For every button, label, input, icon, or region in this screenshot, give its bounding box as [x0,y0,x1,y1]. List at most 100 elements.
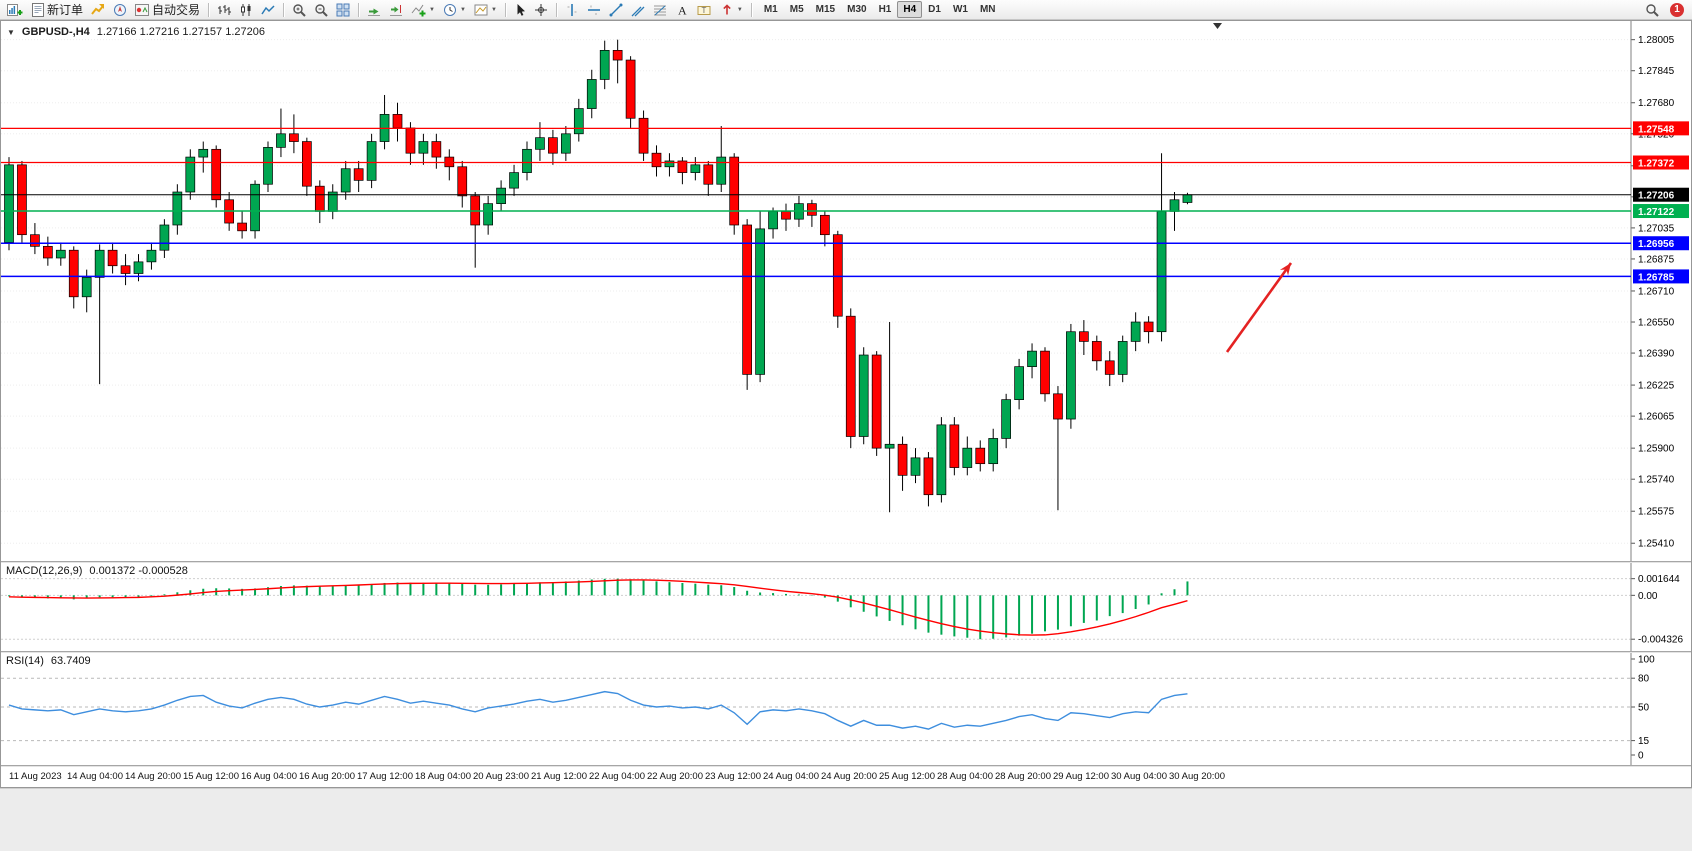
arrows-icon [720,3,734,17]
arrow-annotation[interactable] [1225,260,1295,353]
fibonacci-button[interactable] [649,1,671,19]
price-axis-label: 1.26390 [1638,349,1675,360]
text-label-icon: T [697,3,712,17]
timeframe-d1-button[interactable]: D1 [922,1,947,18]
tile-windows-icon [336,3,350,17]
periods-button[interactable]: ▼ [439,1,470,19]
notification-badge[interactable]: 1 [1670,2,1684,17]
trendline-button[interactable] [605,1,627,19]
timeframe-m5-button[interactable]: M5 [784,1,810,18]
indicators-button[interactable]: ▼ [407,1,439,19]
vertical-line-button[interactable] [561,1,583,19]
rsi-axis-label: 50 [1638,703,1650,714]
channel-button[interactable] [627,1,649,19]
price-tag-label: 1.27122 [1638,207,1675,218]
time-axis-label: 17 Aug 12:00 [357,771,413,782]
bar-chart-button[interactable] [213,1,235,19]
price-tag-label: 1.27206 [1638,191,1675,202]
main-chart[interactable]: 1.280051.278451.276801.275201.273551.271… [1,21,1691,561]
arrows-button[interactable]: ▼ [716,1,747,19]
macd-chart[interactable]: 0.001644 0.00 -0.004326 [1,563,1691,651]
market-watch-icon [91,3,105,17]
time-axis-label: 30 Aug 20:00 [1169,771,1225,782]
price-axis-label: 1.28005 [1638,35,1675,46]
chart-shift-marker[interactable] [1213,23,1222,29]
navigator-icon [113,3,127,17]
search-button[interactable] [1641,0,1663,20]
auto-trading-label: 自动交易 [152,2,201,17]
price-tag-1.26956 [1633,236,1689,251]
price-axis-label: 1.26875 [1638,254,1675,265]
price-tag-label: 1.26785 [1638,272,1675,283]
time-axis-label: 24 Aug 04:00 [763,771,819,782]
clock-icon [443,3,457,17]
panel-divider[interactable] [1,765,1691,767]
price-tag-1.27206 [1633,187,1689,202]
price-axis-label: 1.26550 [1638,318,1675,329]
time-axis-label: 15 Aug 12:00 [183,771,239,782]
vertical-line-icon [565,3,579,17]
panel-divider[interactable] [1,561,1691,563]
time-axis-label: 30 Aug 04:00 [1111,771,1167,782]
candle-chart-button[interactable] [235,1,257,19]
auto-scroll-button[interactable] [363,1,385,19]
price-tag-label: 1.27372 [1638,159,1675,170]
templates-button[interactable]: ▼ [470,1,501,19]
auto-trading-button[interactable]: 自动交易 [131,1,204,19]
macd-axis-label: 0.00 [1638,591,1658,602]
panel-divider[interactable] [1,651,1691,653]
trendline-icon [609,3,623,17]
horizontal-line-button[interactable] [583,1,605,19]
rsi-axis-label: 15 [1638,736,1650,747]
text-label-button[interactable]: T [693,1,716,19]
rsi-axis-label: 100 [1638,655,1655,666]
svg-text:T: T [701,6,706,15]
bar-chart-icon [217,3,232,17]
market-watch-button[interactable] [87,1,109,19]
new-chart-button[interactable] [3,1,27,19]
zoom-out-icon [314,3,328,17]
price-tag-1.27122 [1633,204,1689,219]
zoom-out-button[interactable] [310,1,332,19]
rsi-panel: 100 80 50 15 0 RSI(14) 63.7409 [1,653,1691,765]
toolbar-separator [283,2,285,17]
toolbar-separator [750,2,752,17]
chart-shift-button[interactable] [385,1,407,19]
cursor-button[interactable] [510,1,530,19]
dropdown-arrow-icon: ▼ [490,6,497,13]
time-axis-label: 14 Aug 04:00 [67,771,123,782]
timeframe-m1-button[interactable]: M1 [758,1,784,18]
text-icon: A [675,3,689,17]
rsi-chart[interactable]: 100 80 50 15 0 [1,653,1691,765]
price-axis-label: 1.25575 [1638,507,1675,518]
timeframe-mn-button[interactable]: MN [974,1,1002,18]
macd-signal-line [8,579,1188,636]
line-chart-button[interactable] [257,1,279,19]
timeframe-m15-button[interactable]: M15 [810,1,841,18]
zoom-in-button[interactable] [288,1,310,19]
time-axis-label: 11 Aug 2023 [9,771,62,782]
time-axis-label: 22 Aug 20:00 [647,771,703,782]
crosshair-icon [534,3,548,17]
horizontal-line-icon [587,3,601,17]
window-bottom-area [0,788,1692,851]
timeframe-m30-button[interactable]: M30 [841,1,872,18]
price-grid [1,39,1631,544]
templates-icon [474,3,488,17]
toolbar-buttons: 新订单 自动交易 ▼ ▼ ▼ A T ▼ [3,1,756,19]
toolbar-separator [208,2,210,17]
navigator-button[interactable] [109,1,131,19]
timeframe-w1-button[interactable]: W1 [947,1,974,18]
one-click-trading-toggle-icon[interactable]: ▼ [7,27,15,37]
timeframe-h1-button[interactable]: H1 [873,1,898,18]
cursor-icon [514,3,526,17]
new-order-label: 新订单 [47,2,84,17]
crosshair-button[interactable] [530,1,552,19]
new-order-button[interactable]: 新订单 [27,1,87,19]
toolbar-separator [555,2,557,17]
text-button[interactable]: A [671,1,693,19]
timeframe-h4-button[interactable]: H4 [897,1,923,18]
price-axis-label: 1.25740 [1638,475,1675,486]
tile-windows-button[interactable] [332,1,354,19]
time-axis[interactable]: 11 Aug 2023 14 Aug 04:00 14 Aug 20:00 15 Au… [1,767,1691,787]
